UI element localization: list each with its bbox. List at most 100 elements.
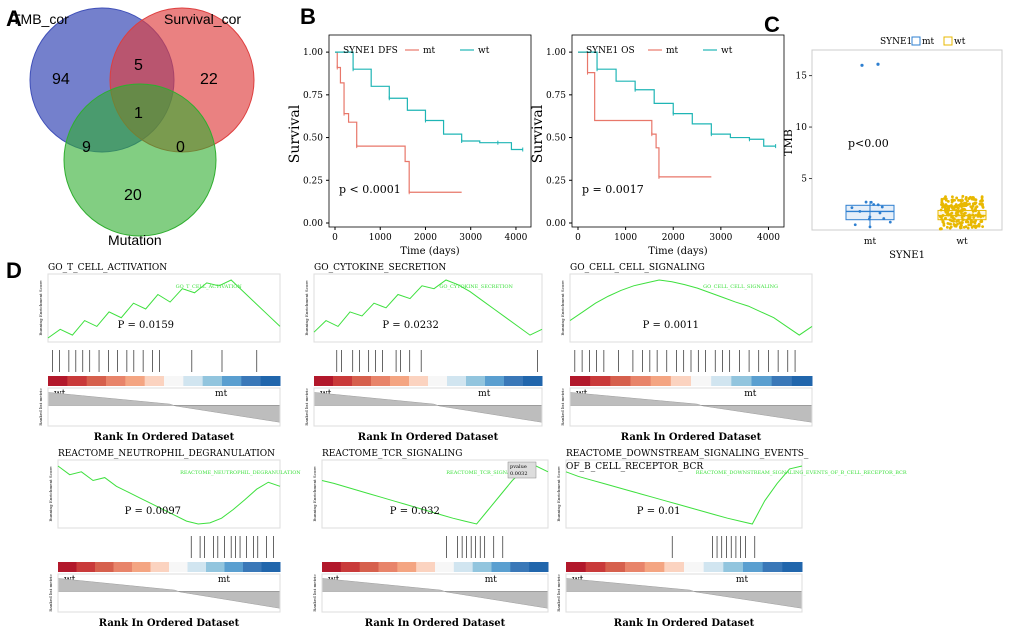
- gsea-heat-segment: [743, 562, 764, 572]
- box-jitter-point: [940, 227, 943, 231]
- gsea-es-curve: [47, 279, 281, 339]
- gsea-heat-segment: [241, 376, 262, 386]
- km-xtick-label: 0: [332, 233, 338, 243]
- gsea-heat-segment: [132, 562, 151, 572]
- gsea-rank-frame: [313, 387, 543, 427]
- gsea-heat-segment: [224, 562, 244, 572]
- gsea-legend-text: REACTOME_NEUTROPHIL_DEGRANULATION: [180, 470, 301, 476]
- gsea-heat-segment: [590, 376, 611, 386]
- gsea-heat-segment: [644, 562, 665, 572]
- box-jitter-point: [954, 214, 958, 218]
- box-jitter-point: [974, 219, 978, 223]
- box-jitter-point: [968, 215, 972, 219]
- gsea-es-curve: [569, 279, 813, 336]
- km-ytick-label: 1.00: [303, 48, 323, 58]
- box-jitter-point: [850, 206, 854, 210]
- box-ylabel: TMB: [782, 129, 795, 156]
- gsea-heat-segment: [86, 376, 107, 386]
- box-jitter-point: [864, 200, 868, 204]
- gsea-heat-segment: [491, 562, 511, 572]
- venn-label-tmb: TMB_cor: [12, 11, 69, 27]
- km-legend-title: SYNE1 DFS: [343, 46, 398, 56]
- box-jitter-point: [968, 202, 971, 206]
- gsea-heat-segment: [187, 562, 207, 572]
- box-jitter-point: [962, 225, 966, 229]
- box-jitter-point: [942, 223, 946, 227]
- gsea-title: GO_CELL_CELL_SIGNALING: [570, 263, 705, 273]
- gsea-pvalue: P = 0.0011: [643, 320, 699, 331]
- gsea-title: GO_T_CELL_ACTIVATION: [48, 263, 167, 273]
- gsea-side-right: mt: [485, 575, 498, 585]
- box-jitter-point: [966, 226, 970, 230]
- gsea-legend-text: GO_CYTOKINE_SECRETION: [439, 284, 513, 290]
- gsea-heat-segment: [650, 376, 672, 386]
- box-legend-swatch: [911, 36, 921, 46]
- box-jitter-point: [946, 222, 950, 225]
- gsea-es-frame: [321, 459, 549, 529]
- km-xtick-label: 4000: [504, 233, 527, 243]
- gsea-title: OF_B_CELL_RECEPTOR_BCR: [566, 462, 703, 472]
- km-ytick-label: 0.00: [303, 219, 323, 229]
- gsea-es-curve: [313, 279, 543, 336]
- box-legend-label: wt: [954, 37, 966, 47]
- box-jitter-point: [976, 224, 980, 228]
- gsea-rank-ylabel: Ranked list metric: [48, 574, 53, 612]
- box-jitter-point: [975, 205, 979, 209]
- box-jitter-point: [974, 198, 978, 202]
- box-xtick-label: wt: [956, 237, 968, 247]
- gsea-pvalue: P = 0.0097: [125, 506, 181, 517]
- box-jitter-point: [941, 214, 945, 217]
- gsea-rank-frame: [565, 573, 803, 613]
- gsea-es-frame: [47, 273, 281, 343]
- gsea-heat-segment: [150, 562, 170, 572]
- gsea-xlabel: Rank In Ordered Dataset: [94, 432, 235, 443]
- box-jitter-point: [971, 204, 975, 208]
- gsea-es-frame: [569, 273, 813, 343]
- box-jitter-point: [972, 216, 976, 219]
- box-jitter-point: [954, 203, 958, 206]
- panel-d: D GO_T_CELL_ACTIVATION Running Enrichment…: [6, 258, 907, 629]
- gsea-heat-segment: [333, 376, 353, 386]
- gsea-heat-segment: [664, 562, 685, 572]
- gsea-legend-text: REACTOME_TCR_SIGNALING: [446, 470, 524, 476]
- km-pvalue: p < 0.0001: [339, 183, 401, 196]
- gsea-heat-segment: [610, 376, 631, 386]
- venn-label-mutation: Mutation: [108, 232, 162, 248]
- panel-c: C 5 10 15 TMB SYNE1 p<0.00 SYNE1 mt wt mt wt: [764, 12, 1003, 261]
- box-jitter-point: [958, 221, 962, 225]
- box-jitter-point: [939, 208, 943, 212]
- gsea-heat-segment: [352, 376, 372, 386]
- box-jitter-point: [943, 204, 947, 208]
- gsea-badge-value: 0.0032: [510, 471, 528, 477]
- box-ytick-label: 10: [796, 123, 808, 133]
- box-jitter-point: [961, 199, 964, 202]
- gsea-heat-segment: [447, 376, 467, 386]
- box-jitter-point: [882, 217, 886, 220]
- gsea-xlabel: Rank In Ordered Dataset: [621, 432, 762, 443]
- box-jitter-point: [964, 197, 968, 201]
- gsea-side-right: mt: [744, 389, 757, 399]
- tmb-boxplot: 5 10 15 TMB SYNE1 p<0.00 SYNE1 mt wt mt wt: [782, 36, 1003, 261]
- box-jitter-point: [963, 201, 966, 205]
- gsea-heat-segment: [630, 376, 652, 386]
- gsea-heat-segment: [771, 376, 793, 386]
- gsea-pvalue-badge: [507, 461, 537, 479]
- box-jitter-point: [967, 223, 971, 227]
- box-jitter-point: [965, 218, 969, 222]
- gsea-heat-segment: [169, 562, 188, 572]
- box-jitter-point: [876, 203, 880, 207]
- box-legend-swatch: [943, 36, 953, 46]
- gsea-heat-segment: [625, 562, 646, 572]
- gsea-heat-segment: [409, 376, 429, 386]
- gsea-heat-segment: [504, 376, 524, 386]
- box-legend-label: mt: [922, 37, 935, 47]
- box-jitter-point: [961, 194, 965, 198]
- box-jitter-point: [981, 214, 985, 218]
- box-jitter-point: [959, 202, 963, 206]
- gsea-heat-segment: [428, 376, 448, 386]
- box-jitter-point: [963, 204, 967, 208]
- gsea-heat-segment: [472, 562, 492, 572]
- gsea-rank-area: [565, 578, 803, 609]
- box-jitter-point: [974, 213, 977, 217]
- gsea-plot-bcr-signaling: REACTOME_DOWNSTREAM_SIGNALING_EVENTS_ OF_…: [556, 449, 907, 629]
